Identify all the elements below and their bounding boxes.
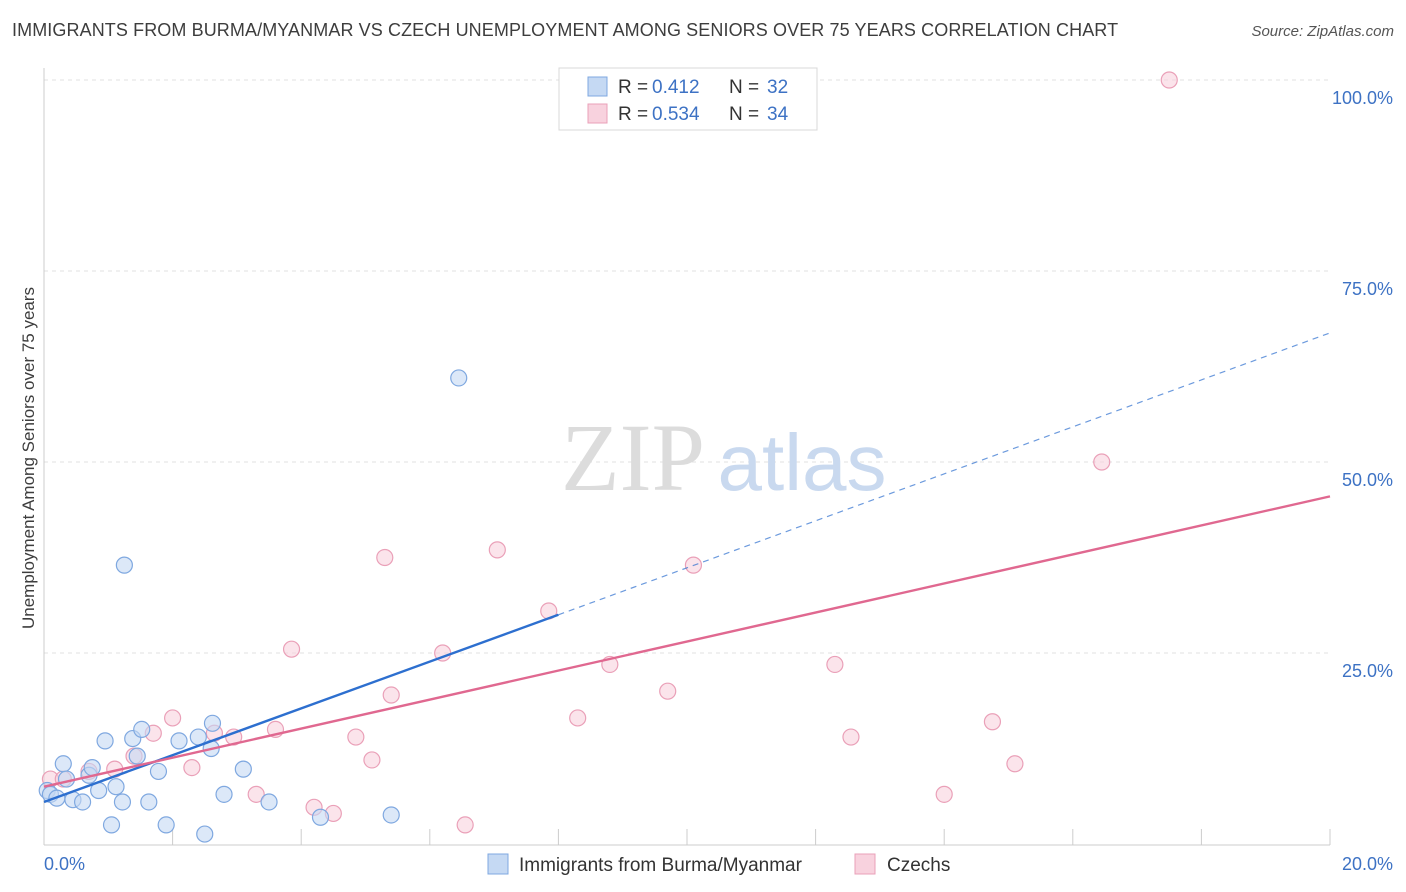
point-czechs-25 (659, 682, 677, 700)
point-burma-17 (133, 720, 151, 739)
point-burma-27 (234, 760, 252, 778)
point-czechs-31 (1006, 755, 1024, 773)
legend-n-value-czechs: 34 (767, 104, 789, 125)
point-burma-16 (128, 747, 146, 765)
point-czechs-27 (826, 655, 844, 674)
point-burma-29 (311, 808, 330, 826)
source-label: Source: ZipAtlas.com (1251, 23, 1394, 40)
point-burma-23 (196, 825, 214, 843)
point-burma-14 (115, 556, 133, 574)
point-burma-6 (73, 793, 92, 811)
point-burma-18 (140, 793, 158, 811)
legend-r-value-czechs: 0.534 (652, 104, 700, 125)
point-burma-30 (382, 806, 400, 824)
legend-swatch-burma (587, 76, 608, 97)
trend-line-czechs (43, 495, 1331, 788)
trend-lines (43, 332, 1331, 804)
point-burma-11 (102, 816, 121, 834)
y-tick-label-25: 25.0% (1342, 661, 1393, 681)
trend-line-burma-extension (558, 332, 1331, 616)
point-burma-10 (96, 732, 114, 750)
point-burma-13 (113, 793, 132, 811)
point-czechs-32 (1093, 453, 1111, 471)
point-czechs-30 (983, 713, 1002, 731)
watermark: ZIP atlas (561, 404, 886, 511)
point-czechs-33 (1160, 71, 1178, 89)
point-czechs-12 (282, 640, 301, 658)
point-burma-26 (215, 785, 233, 803)
chart-title: IMMIGRANTS FROM BURMA/MYANMAR VS CZECH U… (12, 20, 1119, 40)
legend-swatch-czechs (587, 103, 608, 124)
point-czechs-10 (247, 785, 265, 803)
point-burma-8 (83, 758, 101, 777)
point-czechs-15 (347, 728, 365, 746)
bottom-legend-swatch-czechs (854, 853, 876, 875)
point-czechs-20 (456, 816, 474, 834)
bottom-legend-swatch-burma (487, 853, 509, 875)
point-burma-3 (54, 755, 72, 773)
point-burma-4 (57, 770, 76, 788)
point-czechs-18 (382, 686, 400, 704)
point-czechs-17 (376, 548, 394, 567)
watermark-zip: ZIP (561, 404, 705, 511)
bottom-legend-label-burma: Immigrants from Burma/Myanmar (519, 855, 803, 876)
axes (43, 68, 1331, 846)
trend-line-burma (43, 613, 559, 804)
watermark-atlas: atlas (718, 418, 887, 507)
point-czechs-28 (842, 728, 860, 746)
point-czechs-6 (164, 709, 182, 727)
series-burma (38, 369, 468, 843)
point-burma-20 (157, 816, 175, 834)
y-tick-label-50: 50.0% (1342, 470, 1393, 490)
legend-r-value-burma: 0.412 (652, 77, 700, 98)
legend-r-label-burma: R = (618, 77, 648, 98)
point-czechs-21 (488, 541, 506, 559)
y-tick-label-75: 75.0% (1342, 279, 1393, 299)
point-czechs-7 (183, 758, 201, 777)
legend-r-label-czechs: R = (618, 104, 648, 125)
legend-n-label-burma: N = (729, 77, 759, 98)
point-czechs-16 (363, 751, 381, 769)
point-burma-19 (149, 762, 168, 781)
point-burma-25 (203, 714, 222, 732)
point-czechs-23 (569, 709, 587, 727)
y-tick-label-100: 100.0% (1332, 88, 1393, 108)
point-burma-12 (107, 778, 125, 796)
point-burma-31 (450, 369, 468, 387)
stats-legend: R = 0.412 N = 32 R = 0.534 N = 34 (558, 67, 818, 131)
y-tick-labels: 25.0% 50.0% 75.0% 100.0% (1332, 88, 1393, 681)
legend-n-value-burma: 32 (767, 77, 788, 98)
legend-n-label-czechs: N = (729, 104, 759, 125)
point-burma-21 (170, 732, 188, 750)
point-burma-28 (260, 793, 278, 811)
series-legend: Immigrants from Burma/Myanmar Czechs (487, 853, 950, 876)
x-tick-label-max: 20.0% (1342, 854, 1393, 874)
point-czechs-29 (935, 785, 953, 803)
x-tick-label-min: 0.0% (44, 854, 85, 874)
y-axis-label: Unemployment Among Seniors over 75 years (19, 287, 38, 629)
bottom-legend-label-czechs: Czechs (887, 855, 950, 876)
